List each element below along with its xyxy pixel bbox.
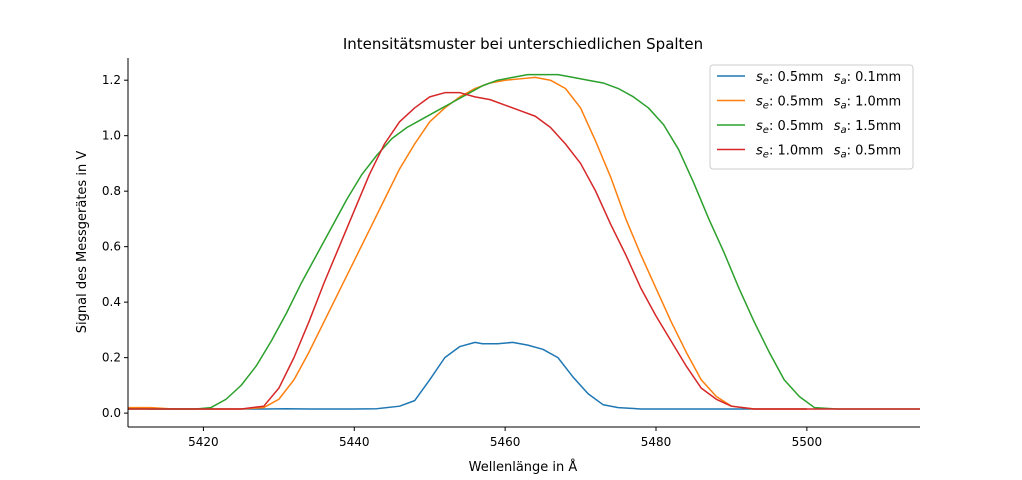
legend-entry-2: se: 0.5mm sa: 1.0mm [756,95,901,112]
x-tick-label: 5420 [188,435,219,449]
plot-area: 5420 5440 5460 5480 5500 0.0 0.2 0.4 0.6 0.8 1.0 1.… [102,58,920,449]
y-tick-label: 0.4 [102,295,121,309]
legend-box [709,64,914,170]
y-tick-label: 0.2 [102,351,121,365]
legend-entry-1: se: 0.5mm sa: 0.1mm [756,70,901,87]
x-tick-label: 5460 [490,435,521,449]
series-line-3 [128,73,920,410]
legend: se: 0.5mm sa: 0.1mm se: 0.5mm sa: 1.0mm se… [709,64,914,170]
y-tick-label: 0.8 [102,184,121,198]
x-tick-label: 5480 [641,435,672,449]
y-tick-label: 0.6 [102,240,121,254]
y-axis-label: Signal des Messgerätes in V [75,151,90,334]
chart-title: Intensitätsmuster bei unterschiedlichen … [343,35,703,53]
x-tick-label: 5440 [339,435,370,449]
legend-entry-4: se: 1.0mm sa: 0.5mm [756,144,901,161]
series-line-1 [127,341,807,410]
x-axis-label: Wellenlänge in Å [469,459,578,475]
y-tick-label: 1.2 [102,73,121,87]
x-tick-label: 5500 [792,435,823,449]
y-tick-label: 0.0 [102,406,121,420]
series-line-4 [128,91,920,410]
legend-entry-3: se: 0.5mm sa: 1.5mm [756,119,901,136]
series-line-2 [128,76,807,410]
y-tick-label: 1.0 [102,129,121,143]
